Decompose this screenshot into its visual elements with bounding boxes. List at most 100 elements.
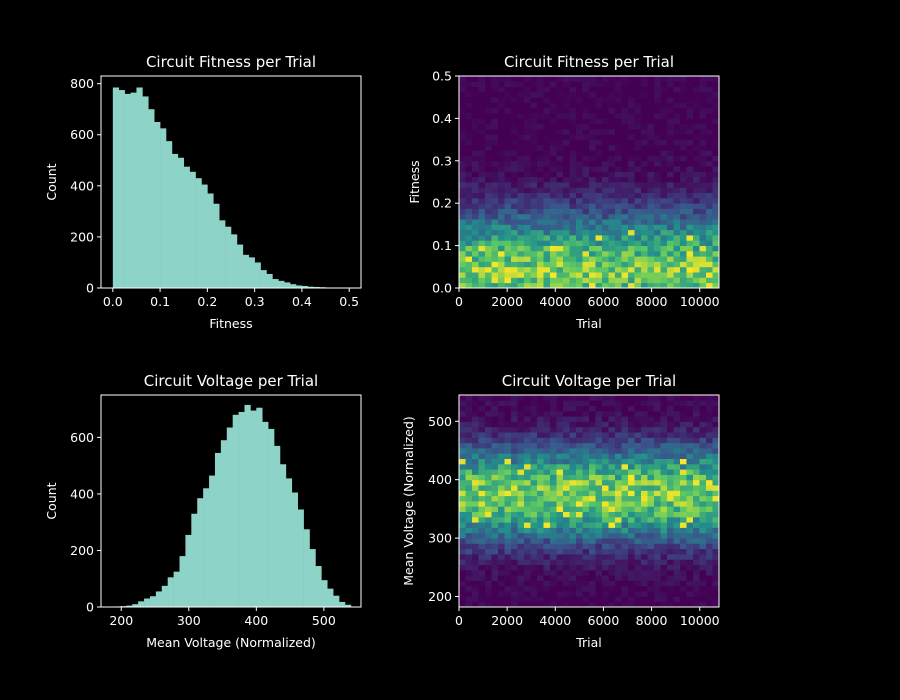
heatmap-cell [459,256,466,262]
heatmap-cell [706,485,713,491]
heatmap-cell [504,176,512,183]
heatmap-cell [654,245,661,252]
heatmap-cell [680,569,687,576]
heatmap-cell [465,543,473,550]
fitness-heatmap-panel: Circuit Fitness per Trial 0 2000 4000 6000 8… [407,53,720,331]
heatmap-cell [517,421,525,428]
heatmap-cell [563,139,570,146]
heatmap-cell [576,437,583,444]
heatmap-cell [693,453,700,459]
heatmap-cell [621,591,629,597]
heatmap-cell [686,134,694,140]
heatmap-cell [654,564,661,571]
heatmap-cell [660,463,668,470]
heatmap-cell [485,282,492,289]
heatmap-cell [556,410,564,417]
heatmap-cell [608,113,616,119]
heatmap-cell [491,261,499,268]
heatmap-cell [706,580,713,587]
heatmap-cell [485,559,492,565]
heatmap-cell [459,245,466,252]
heatmap-cell [504,219,512,225]
heatmap-cell [628,580,635,587]
heatmap-cell [524,213,531,220]
heatmap-cell [686,256,694,262]
heatmap-cell [654,532,661,539]
heatmap-cell [673,91,681,98]
heatmap-cell [595,421,603,428]
heatmap-cell [459,410,466,417]
heatmap-cell [595,585,603,592]
heatmap-cell [550,266,557,273]
heatmap-cell [634,421,642,428]
heatmap-cell [556,171,564,178]
heatmap-cell [667,197,674,204]
heatmap-cell [686,150,694,156]
heatmap-cell [654,410,661,417]
heatmap-cell [589,91,596,98]
heatmap-cell [693,501,700,507]
heatmap-cell [478,250,486,257]
heatmap-cell [693,601,700,608]
heatmap-cell [602,277,609,284]
heatmap-cell [680,155,687,162]
heatmap-cell [699,426,707,433]
heatmap-cell [524,129,531,135]
heatmap-cell [621,256,629,262]
heatmap-cell [569,213,577,220]
heatmap-cell [543,522,551,528]
heatmap-cell [504,458,512,465]
heatmap-cell [550,155,557,162]
heatmap-cell [569,400,577,406]
heatmap-cell [511,113,518,119]
heatmap-cell [621,506,629,512]
heatmap-cell [478,559,486,565]
heatmap-cell [472,245,479,252]
heatmap-cell [628,123,635,130]
heatmap-cell [595,144,603,151]
heatmap-cell [667,548,674,555]
heatmap-cell [537,182,544,188]
heatmap-cell [634,192,642,199]
heatmap-cell [608,522,616,528]
heatmap-cell [472,118,479,125]
heatmap-cell [556,596,564,603]
heatmap-cell [693,421,700,428]
heatmap-cell [524,256,531,262]
heatmap-cell [524,564,531,571]
heatmap-cell [459,591,466,597]
heatmap-cell [498,139,505,146]
heatmap-cell [615,442,622,449]
heatmap-cell [673,601,681,608]
heatmap-cell [550,559,557,565]
heatmap-cell [465,160,473,167]
heatmap-cell [465,554,473,560]
heatmap-cell [706,76,713,82]
heatmap-cell [550,575,557,581]
heatmap-cell [556,395,564,401]
heatmap-cell [621,134,629,140]
heatmap-cell [524,395,531,401]
heatmap-cell [673,474,681,481]
heatmap-cell [530,107,538,114]
heatmap-cell [608,580,616,587]
heatmap-cell [472,596,479,603]
heatmap-cell [511,532,518,539]
heatmap-cell [550,580,557,587]
heatmap-cell [712,86,720,93]
heatmap-cell [589,554,596,560]
heatmap-cell [569,506,577,512]
heatmap-cell [634,564,642,571]
heatmap-cell [459,187,466,193]
heatmap-cell [491,559,499,565]
heatmap-cell [641,160,648,167]
heatmap-cell [602,107,609,114]
heatmap-cell [582,240,590,246]
heatmap-cell [641,197,648,204]
heatmap-cell [667,495,674,502]
heatmap-cell [472,155,479,162]
heatmap-cell [569,245,577,252]
heatmap-cell [576,474,583,481]
heatmap-cell [712,76,720,82]
heatmap-cell [641,235,648,241]
